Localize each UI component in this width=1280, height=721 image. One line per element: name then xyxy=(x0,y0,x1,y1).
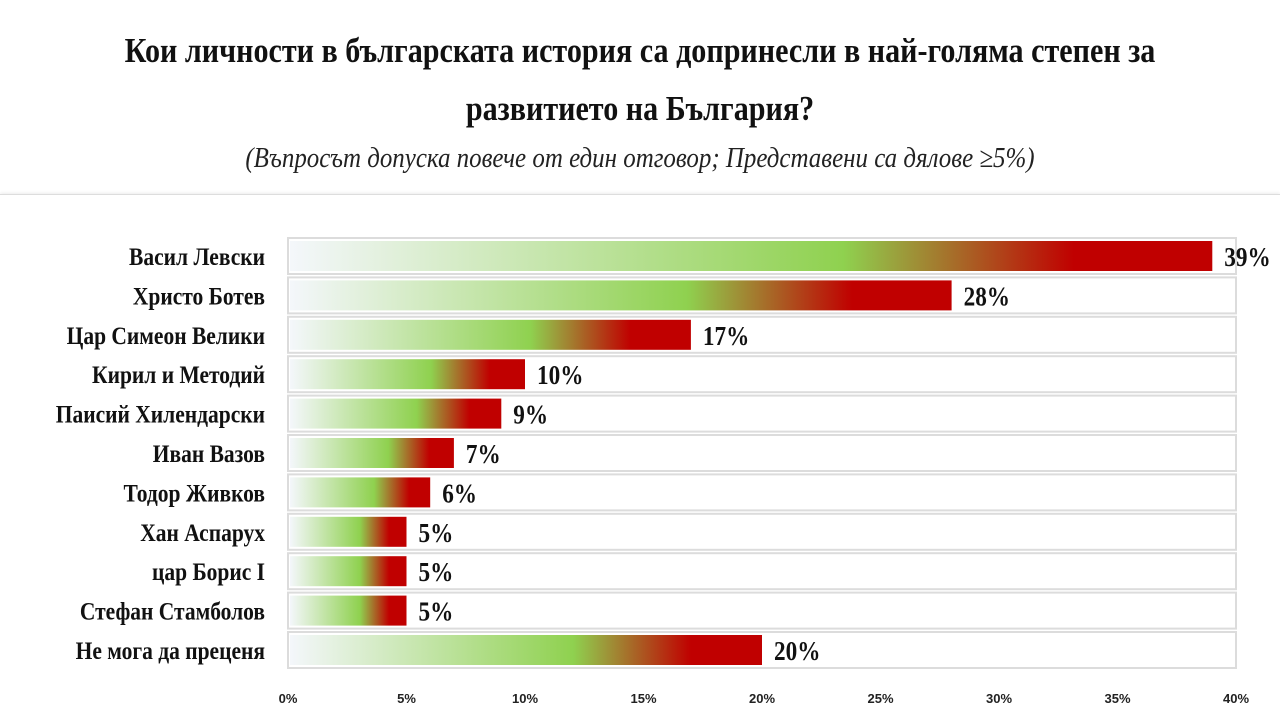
bar xyxy=(290,241,1213,271)
chart-panel xyxy=(0,194,1280,721)
bar xyxy=(290,319,691,350)
category-label: Хан Аспарух xyxy=(140,519,265,547)
bar-track xyxy=(287,512,1237,551)
x-tick-label: 40% xyxy=(1223,691,1249,706)
category-label: Не мога да преценя xyxy=(76,638,265,666)
value-label: 7% xyxy=(466,440,501,469)
chart-title: Кои личности в българската история са до… xyxy=(124,31,1156,128)
category-label: Кирил и Методий xyxy=(92,362,265,390)
category-label: Цар Симеон Велики xyxy=(67,322,265,350)
x-tick-label: 0% xyxy=(279,691,298,706)
category-label: Христо Ботев xyxy=(133,283,265,311)
value-label: 10% xyxy=(537,362,583,391)
bar xyxy=(290,556,407,587)
value-label: 5% xyxy=(419,519,454,548)
bar-track xyxy=(287,591,1237,630)
x-tick-label: 30% xyxy=(986,691,1012,706)
category-label: Тодор Живков xyxy=(123,480,265,508)
x-tick-label: 20% xyxy=(749,691,775,706)
bar xyxy=(290,477,431,508)
x-tick-label: 5% xyxy=(397,691,416,706)
x-tick-label: 15% xyxy=(630,691,656,706)
value-label: 39% xyxy=(1224,243,1270,272)
x-tick-label: 10% xyxy=(512,691,538,706)
chart-subtitle: (Въпросът допуска повече от един отговор… xyxy=(245,142,1035,174)
category-label: Иван Вазов xyxy=(153,441,265,469)
value-label: 5% xyxy=(419,598,454,627)
bar xyxy=(290,359,525,390)
category-label: цар Борис I xyxy=(152,559,265,587)
value-label: 20% xyxy=(774,637,820,666)
x-tick-label: 25% xyxy=(867,691,893,706)
bar xyxy=(290,595,407,626)
value-label: 6% xyxy=(442,480,477,509)
value-label: 28% xyxy=(964,283,1010,312)
bar-track xyxy=(287,552,1237,591)
bar xyxy=(290,398,502,429)
bar xyxy=(290,516,407,547)
value-label: 17% xyxy=(703,322,749,351)
category-label: Паисий Хилендарски xyxy=(56,401,265,429)
category-label: Васил Левски xyxy=(129,244,265,272)
bar xyxy=(290,438,454,468)
bar xyxy=(290,280,952,311)
bar xyxy=(290,635,762,665)
value-label: 9% xyxy=(513,401,548,430)
x-tick-label: 35% xyxy=(1104,691,1130,706)
value-label: 5% xyxy=(419,559,454,588)
bar-track xyxy=(287,473,1237,512)
category-label: Стефан Стамболов xyxy=(80,598,265,626)
